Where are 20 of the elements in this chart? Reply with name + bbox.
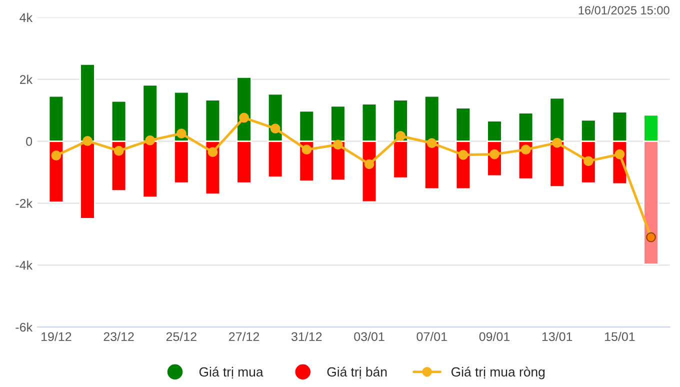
x-tick-label: 03/01 [354, 332, 384, 342]
y-tick-label: -4k [16, 260, 33, 270]
legend-label: Giá trị mua ròng [451, 366, 545, 380]
y-tick-label: -2k [16, 198, 33, 208]
x-tick-label: 07/01 [416, 332, 447, 342]
x-tick-label: 13/01 [542, 332, 572, 342]
x-tick-label: 27/12 [229, 332, 260, 342]
x-tick-label: 19/12 [42, 332, 72, 342]
y-tick-label: 0 [26, 137, 32, 146]
x-tick-label: 09/01 [479, 332, 510, 342]
legend-label: Giá trị mua [199, 366, 264, 378]
x-tick-label: 25/12 [166, 332, 196, 342]
y-tick-label: 2k [20, 74, 33, 84]
legend-label: Giá trị bán [327, 366, 387, 378]
text: 16/01/2025 15:00 [578, 6, 670, 14]
y-tick-label: 4k [20, 12, 33, 22]
x-tick-label: 31/12 [291, 332, 322, 342]
y-tick-label: -6k [16, 322, 33, 332]
x-tick-label: 23/12 [104, 332, 134, 342]
x-tick-label: 15/01 [605, 332, 635, 342]
